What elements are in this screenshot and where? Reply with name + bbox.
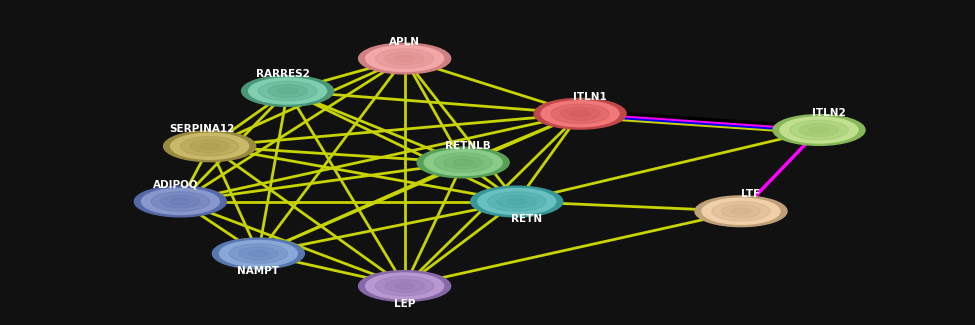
- Circle shape: [790, 120, 848, 140]
- Text: SERPINA12: SERPINA12: [169, 124, 235, 134]
- Circle shape: [695, 196, 787, 227]
- Circle shape: [395, 283, 414, 289]
- Circle shape: [385, 280, 424, 292]
- Circle shape: [268, 84, 307, 98]
- Circle shape: [507, 198, 526, 205]
- Circle shape: [171, 133, 249, 159]
- Circle shape: [395, 55, 414, 62]
- Circle shape: [722, 205, 760, 218]
- Circle shape: [385, 52, 424, 65]
- Circle shape: [488, 192, 546, 211]
- Circle shape: [731, 208, 751, 214]
- Circle shape: [219, 240, 297, 266]
- Circle shape: [239, 247, 278, 260]
- Circle shape: [809, 127, 829, 133]
- Circle shape: [249, 250, 268, 257]
- Circle shape: [702, 198, 780, 224]
- Circle shape: [780, 117, 858, 143]
- Text: RARRES2: RARRES2: [255, 69, 310, 79]
- Circle shape: [551, 104, 609, 124]
- Circle shape: [171, 198, 190, 205]
- Circle shape: [359, 271, 450, 301]
- Circle shape: [800, 124, 838, 136]
- Circle shape: [570, 111, 590, 117]
- Text: LTF: LTF: [741, 189, 760, 199]
- Text: APLN: APLN: [389, 37, 420, 46]
- Circle shape: [359, 43, 450, 74]
- Circle shape: [242, 76, 333, 106]
- Circle shape: [712, 202, 770, 221]
- Circle shape: [424, 150, 502, 176]
- Circle shape: [444, 156, 483, 169]
- Circle shape: [478, 188, 556, 215]
- Circle shape: [773, 115, 865, 145]
- Circle shape: [534, 98, 626, 129]
- Text: LEP: LEP: [394, 299, 415, 309]
- Circle shape: [180, 136, 239, 156]
- Circle shape: [278, 88, 297, 94]
- Circle shape: [161, 195, 200, 208]
- Circle shape: [200, 143, 219, 150]
- Circle shape: [249, 78, 327, 104]
- Text: RETN: RETN: [511, 214, 542, 224]
- Text: ITLN2: ITLN2: [812, 108, 845, 118]
- Circle shape: [190, 140, 229, 153]
- Circle shape: [151, 192, 210, 211]
- Circle shape: [434, 153, 492, 172]
- Circle shape: [453, 159, 473, 166]
- Circle shape: [561, 107, 600, 120]
- Circle shape: [471, 186, 563, 217]
- Circle shape: [366, 46, 444, 72]
- Circle shape: [375, 276, 434, 296]
- Circle shape: [366, 273, 444, 299]
- Circle shape: [375, 49, 434, 68]
- Circle shape: [164, 131, 255, 162]
- Circle shape: [417, 147, 509, 178]
- Circle shape: [213, 238, 304, 269]
- Circle shape: [497, 195, 536, 208]
- Text: RETNLB: RETNLB: [446, 141, 490, 150]
- Text: NAMPT: NAMPT: [237, 266, 280, 276]
- Circle shape: [229, 244, 288, 263]
- Text: ADIPOQ: ADIPOQ: [153, 180, 198, 189]
- Circle shape: [541, 101, 619, 127]
- Circle shape: [258, 81, 317, 101]
- Text: ITLN1: ITLN1: [573, 92, 606, 102]
- Circle shape: [141, 188, 219, 215]
- Circle shape: [135, 186, 226, 217]
